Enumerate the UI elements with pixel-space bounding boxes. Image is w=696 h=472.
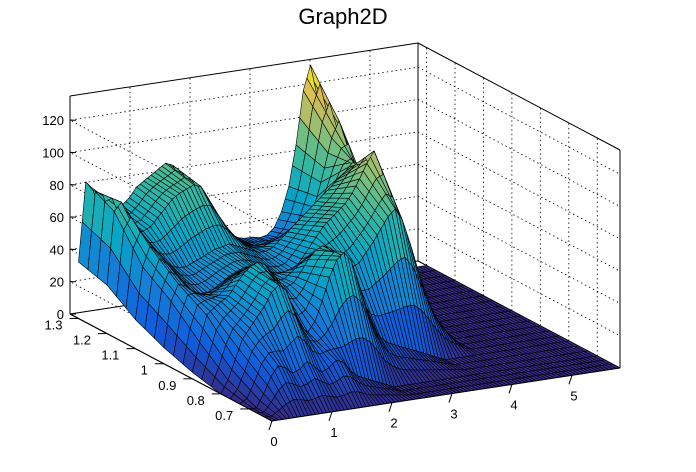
frame-edge bbox=[417, 42, 621, 151]
z-tick-label: 100 bbox=[42, 146, 64, 161]
z-tick-label: 20 bbox=[50, 275, 64, 290]
x-axis-line bbox=[271, 367, 621, 422]
y-tick-label: 0.7 bbox=[215, 408, 233, 423]
y-tick-label: 1.2 bbox=[73, 333, 91, 348]
y-tick-label: 0.8 bbox=[187, 393, 205, 408]
x-tick bbox=[268, 420, 273, 431]
z-tick-label: 60 bbox=[50, 210, 64, 225]
z-tick-label: 120 bbox=[42, 113, 64, 128]
x-tick-label: 3 bbox=[450, 407, 457, 422]
x-tick bbox=[328, 411, 333, 422]
y-tick-label: 0.9 bbox=[158, 378, 176, 393]
x-tick bbox=[388, 402, 393, 412]
y-tick-label: 1.3 bbox=[44, 318, 62, 333]
x-tick-label: 0 bbox=[270, 434, 277, 449]
x-tick-label: 4 bbox=[510, 397, 517, 412]
y-tick-label: 1.1 bbox=[101, 348, 119, 363]
x-tick-label: 1 bbox=[330, 425, 337, 440]
frame-edge bbox=[69, 42, 419, 97]
x-tick-label: 2 bbox=[390, 416, 397, 431]
x-tick bbox=[508, 384, 513, 394]
y-tick-label: 1 bbox=[141, 363, 148, 378]
z-tick-label: 0 bbox=[57, 307, 64, 322]
y-axis-line bbox=[69, 313, 273, 422]
x-tick bbox=[568, 375, 573, 385]
x-tick-label: 5 bbox=[570, 388, 577, 403]
z-tick-label: 80 bbox=[50, 178, 64, 193]
z-tick-label: 40 bbox=[50, 242, 64, 257]
chart-title: Graph2D bbox=[298, 4, 387, 29]
x-tick bbox=[448, 393, 453, 403]
surface-layer bbox=[78, 64, 621, 422]
